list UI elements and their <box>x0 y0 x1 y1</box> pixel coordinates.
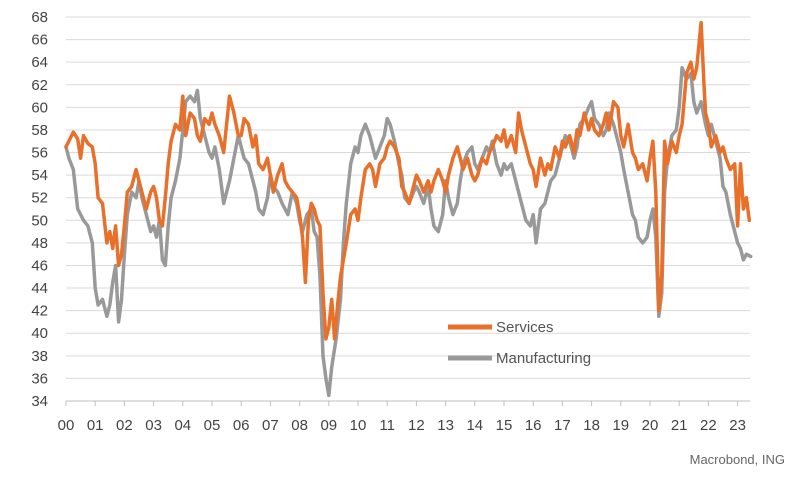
x-tick-label: 17 <box>554 417 571 434</box>
x-tick-label: 11 <box>379 417 395 434</box>
x-tick-label: 02 <box>116 417 133 434</box>
series-line-manufacturing <box>64 66 753 398</box>
y-tick-label: 34 <box>31 393 48 410</box>
y-tick-label: 62 <box>31 77 48 94</box>
x-tick-label: 19 <box>612 417 629 434</box>
x-tick-label: 12 <box>408 417 425 434</box>
x-tick-label: 06 <box>233 417 250 434</box>
x-tick-label: 15 <box>496 417 513 434</box>
legend: Services Manufacturing <box>448 319 591 367</box>
x-tick-label: 04 <box>174 417 191 434</box>
x-tick-label: 00 <box>58 417 75 434</box>
source-note: Macrobond, ING <box>689 452 785 467</box>
y-tick-label: 44 <box>31 280 48 297</box>
x-tick-label: 09 <box>320 417 337 434</box>
y-tick-label: 46 <box>31 257 48 274</box>
x-tick-label: 18 <box>583 417 600 434</box>
y-tick-label: 36 <box>31 370 48 387</box>
x-axis: 00 01 02 03 04 05 06 07 08 09 10 11 12 13 14 15 16 17 18 19… <box>58 400 750 434</box>
x-tick-label: 16 <box>525 417 542 434</box>
y-tick-label: 64 <box>31 54 48 71</box>
y-tick-label: 52 <box>31 190 48 207</box>
x-tick-label: 07 <box>262 417 279 434</box>
x-tick-label: 01 <box>87 417 104 434</box>
legend-label-manufacturing: Manufacturing <box>496 350 591 367</box>
y-tick-label: 60 <box>31 99 48 116</box>
series-lines <box>64 20 753 398</box>
x-tick-label: 23 <box>729 417 746 434</box>
y-tick-label: 48 <box>31 235 48 252</box>
y-tick-label: 66 <box>31 32 48 49</box>
y-tick-label: 58 <box>31 122 48 139</box>
y-tick-label: 38 <box>31 348 48 365</box>
x-tick-label: 05 <box>204 417 221 434</box>
y-tick-label: 54 <box>31 167 48 184</box>
x-tick-label: 21 <box>671 417 688 434</box>
x-tick-label: 08 <box>291 417 308 434</box>
y-tick-label: 40 <box>31 325 48 342</box>
x-tick-label: 03 <box>145 417 162 434</box>
y-tick-label: 42 <box>31 303 48 320</box>
y-axis-ticks: 34 36 38 40 42 44 46 48 50 52 54 56 58 60 62 64 66 68 <box>31 9 48 410</box>
x-tick-label: 10 <box>350 417 367 434</box>
x-tick-label: 20 <box>642 417 659 434</box>
x-tick-label: 13 <box>437 417 454 434</box>
x-tick-label: 22 <box>700 417 717 434</box>
series-line-services <box>64 20 752 341</box>
legend-label-services: Services <box>496 319 554 336</box>
y-tick-label: 68 <box>31 9 48 26</box>
x-tick-label: 14 <box>466 417 483 434</box>
y-tick-label: 56 <box>31 145 48 162</box>
y-tick-label: 50 <box>31 212 48 229</box>
